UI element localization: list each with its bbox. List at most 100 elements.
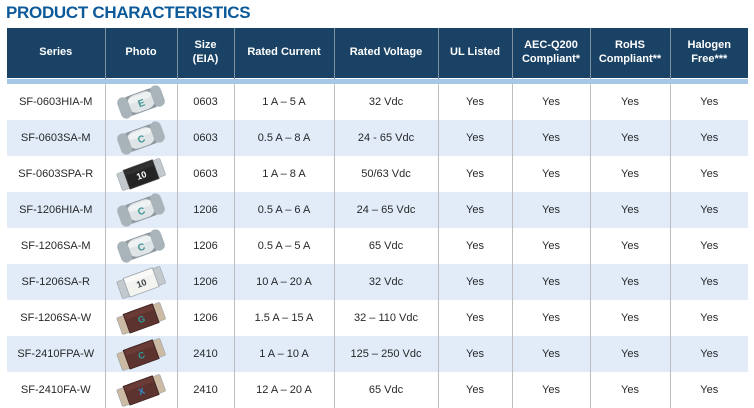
cell-aec: Yes xyxy=(512,300,591,336)
cell-current: 12 A – 20 A xyxy=(234,372,335,408)
cell-series: SF-1206HIA-M xyxy=(7,192,106,228)
chip-fuse-silver-e-photo: E xyxy=(105,84,178,120)
cell-rohs: Yes xyxy=(590,300,671,336)
cell-voltage: 65 Vdc xyxy=(334,228,439,264)
cell-halogen: Yes xyxy=(670,300,748,336)
cell-current: 1.5 A – 15 A xyxy=(234,300,335,336)
svg-text:C: C xyxy=(136,241,147,254)
header-cell-size: Size (EIA) xyxy=(177,28,235,78)
table-row: SF-2410FA-W X 2410 12 A – 20 A 65 Vdc Yes Yes Y… xyxy=(7,372,748,408)
header-cell-voltage: Rated Voltage xyxy=(334,28,439,78)
table-row: SF-1206SA-R 10 1206 10 A – 20 A 32 Vdc Yes Yes… xyxy=(7,264,748,300)
cell-aec: Yes xyxy=(512,336,591,372)
header-cell-aec: AEC-Q200 Compliant* xyxy=(512,28,591,78)
page-title: PRODUCT CHARACTERISTICS xyxy=(6,3,251,22)
cell-halogen: Yes xyxy=(670,336,748,372)
product-characteristics-table: Series Photo Size (EIA) Rated Current Rated … xyxy=(7,28,748,408)
cell-series: SF-1206SA-M xyxy=(7,228,106,264)
cell-current: 0.5 A – 8 A xyxy=(234,120,335,156)
header-accent-stripe xyxy=(7,77,748,84)
chip-fuse-silver-c-photo: C xyxy=(105,192,178,228)
cell-halogen: Yes xyxy=(670,228,748,264)
cell-aec: Yes xyxy=(512,84,591,120)
cell-size: 1206 xyxy=(177,300,235,336)
cell-aec: Yes xyxy=(512,264,591,300)
header-cell-rohs: RoHS Compliant** xyxy=(590,28,671,78)
header-cell-current: Rated Current xyxy=(234,28,335,78)
chip-fuse-silver-c-photo: C xyxy=(105,228,178,264)
header-cell-series: Series xyxy=(7,28,106,78)
cell-size: 0603 xyxy=(177,156,235,192)
svg-text:G: G xyxy=(137,314,147,326)
cell-series: SF-1206SA-R xyxy=(7,264,106,300)
cell-halogen: Yes xyxy=(670,84,748,120)
cell-voltage: 32 Vdc xyxy=(334,84,439,120)
table-header: Series Photo Size (EIA) Rated Current Rated … xyxy=(7,28,748,84)
cell-ul: Yes xyxy=(438,372,513,408)
cell-aec: Yes xyxy=(512,120,591,156)
cell-series: SF-0603HIA-M xyxy=(7,84,106,120)
cell-size: 1206 xyxy=(177,192,235,228)
cell-rohs: Yes xyxy=(590,372,671,408)
cell-voltage: 125 – 250 Vdc xyxy=(334,336,439,372)
cell-series: SF-0603SA-M xyxy=(7,120,106,156)
svg-text:C: C xyxy=(136,205,147,218)
cell-aec: Yes xyxy=(512,228,591,264)
cell-ul: Yes xyxy=(438,264,513,300)
cell-halogen: Yes xyxy=(670,372,748,408)
svg-text:X: X xyxy=(137,386,146,397)
table-row: SF-0603HIA-M E 0603 1 A – 5 A 32 Vdc Yes Yes Ye… xyxy=(7,84,748,120)
cell-halogen: Yes xyxy=(670,156,748,192)
header-row: Series Photo Size (EIA) Rated Current Rated … xyxy=(7,28,748,78)
cell-current: 1 A – 8 A xyxy=(234,156,335,192)
cell-size: 1206 xyxy=(177,264,235,300)
cell-rohs: Yes xyxy=(590,264,671,300)
cell-series: SF-0603SPA-R xyxy=(7,156,106,192)
cell-series: SF-1206SA-W xyxy=(7,300,106,336)
cell-voltage: 50/63 Vdc xyxy=(334,156,439,192)
chip-fuse-brown-c-photo: C xyxy=(105,336,178,372)
chip-fuse-black-photo: 10 xyxy=(105,156,178,192)
cell-halogen: Yes xyxy=(670,192,748,228)
cell-voltage: 24 – 65 Vdc xyxy=(334,192,439,228)
chip-fuse-silver-c-photo: C xyxy=(105,120,178,156)
table-row: SF-2410FPA-W C 2410 1 A – 10 A 125 – 250 Vdc… xyxy=(7,336,748,372)
table-body: SF-0603HIA-M E 0603 1 A – 5 A 32 Vdc Yes Yes Ye… xyxy=(7,84,748,408)
cell-rohs: Yes xyxy=(590,228,671,264)
table-row: SF-0603SA-M C 0603 0.5 A – 8 A 24 - 65 Vdc Ye… xyxy=(7,120,748,156)
cell-aec: Yes xyxy=(512,372,591,408)
header-cell-photo: Photo xyxy=(105,28,178,78)
cell-ul: Yes xyxy=(438,228,513,264)
cell-size: 0603 xyxy=(177,84,235,120)
chip-fuse-brown-x-photo: X xyxy=(105,372,178,408)
cell-current: 0.5 A – 6 A xyxy=(234,192,335,228)
cell-current: 1 A – 5 A xyxy=(234,84,335,120)
cell-voltage: 65 Vdc xyxy=(334,372,439,408)
cell-series: SF-2410FA-W xyxy=(7,372,106,408)
cell-rohs: Yes xyxy=(590,84,671,120)
svg-text:C: C xyxy=(137,349,147,361)
cell-ul: Yes xyxy=(438,156,513,192)
cell-aec: Yes xyxy=(512,192,591,228)
cell-series: SF-2410FPA-W xyxy=(7,336,106,372)
cell-rohs: Yes xyxy=(590,192,671,228)
svg-text:C: C xyxy=(136,133,147,146)
cell-voltage: 32 – 110 Vdc xyxy=(334,300,439,336)
cell-rohs: Yes xyxy=(590,156,671,192)
cell-rohs: Yes xyxy=(590,336,671,372)
cell-ul: Yes xyxy=(438,336,513,372)
chip-fuse-white-photo: 10 xyxy=(105,264,178,300)
header-cell-halogen: Halogen Free*** xyxy=(670,28,748,78)
chip-fuse-brown-g-photo: G xyxy=(105,300,178,336)
table-row: SF-1206SA-M C 1206 0.5 A – 5 A 65 Vdc Yes Yes Y… xyxy=(7,228,748,264)
cell-voltage: 32 Vdc xyxy=(334,264,439,300)
cell-ul: Yes xyxy=(438,300,513,336)
cell-aec: Yes xyxy=(512,156,591,192)
svg-text:10: 10 xyxy=(135,169,148,182)
table-row: SF-1206HIA-M C 1206 0.5 A – 6 A 24 – 65 Vdc Y… xyxy=(7,192,748,228)
cell-size: 2410 xyxy=(177,372,235,408)
cell-ul: Yes xyxy=(438,84,513,120)
cell-halogen: Yes xyxy=(670,264,748,300)
cell-ul: Yes xyxy=(438,192,513,228)
